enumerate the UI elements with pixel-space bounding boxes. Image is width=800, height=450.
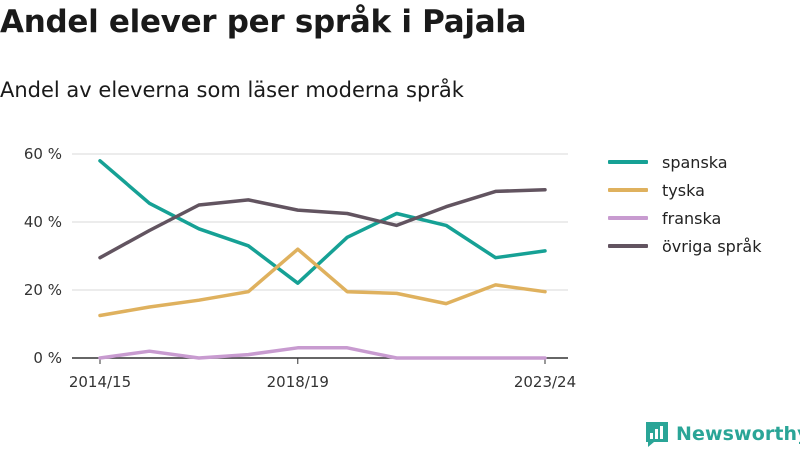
x-tick-label: 2014/15 <box>69 373 131 391</box>
series-line-övriga-språk <box>98 187 547 260</box>
legend-item: övriga språk <box>608 232 761 260</box>
legend-item: spanska <box>608 148 761 176</box>
legend-item: tyska <box>608 176 761 204</box>
chart-subtitle: Andel av eleverna som läser moderna språ… <box>0 78 464 102</box>
legend-item: franska <box>608 204 761 232</box>
y-tick-label: 0 % <box>33 349 62 367</box>
legend-label: spanska <box>662 152 728 172</box>
series-line-tyska <box>98 247 547 318</box>
x-tick-label: 2023/24 <box>514 373 576 391</box>
legend-label: övriga språk <box>662 236 762 256</box>
chart-title: Andel elever per språk i Pajala <box>0 4 527 40</box>
brand-name: Newsworthy <box>676 423 800 445</box>
series-line-franska <box>98 346 547 360</box>
brand: Newsworthy <box>644 420 800 448</box>
x-axis: 2014/15 2018/19 2023/24 <box>69 358 576 391</box>
legend-swatch <box>608 188 648 192</box>
series-lines <box>98 159 547 360</box>
legend-label: franska <box>662 208 722 228</box>
y-tick-label: 40 % <box>24 213 62 231</box>
legend-swatch <box>608 216 648 220</box>
x-tick-label: 2018/19 <box>267 373 329 391</box>
y-tick-label: 60 % <box>24 145 62 163</box>
newsworthy-logo-icon <box>646 422 668 447</box>
legend-swatch <box>608 160 648 164</box>
legend: spanska tyska franska övriga språk <box>608 148 761 260</box>
legend-swatch <box>608 244 648 248</box>
y-axis: 0 % 20 % 40 % 60 % <box>24 145 62 367</box>
legend-label: tyska <box>662 180 705 200</box>
y-tick-label: 20 % <box>24 281 62 299</box>
